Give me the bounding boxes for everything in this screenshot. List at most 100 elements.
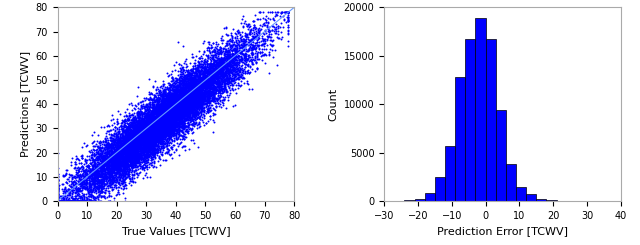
Point [163, 124, 173, 128]
Point [236, 56, 246, 60]
Point [129, 150, 140, 154]
Point [115, 138, 125, 142]
Point [147, 134, 157, 138]
Point [182, 110, 193, 114]
Point [102, 171, 113, 175]
Point [147, 131, 157, 135]
Point [170, 108, 180, 112]
Point [68, 184, 78, 187]
Point [177, 101, 188, 105]
Point [72, 179, 83, 183]
Point [145, 119, 156, 123]
Point [143, 130, 153, 134]
Point [140, 136, 150, 140]
Point [161, 117, 172, 121]
Point [120, 128, 131, 132]
Point [186, 95, 196, 99]
Point [63, 199, 73, 203]
Point [58, 199, 68, 203]
Point [161, 134, 171, 138]
Point [193, 82, 204, 86]
Point [94, 199, 104, 203]
Point [165, 107, 175, 111]
Point [120, 152, 130, 156]
Point [152, 138, 163, 142]
Point [62, 199, 72, 203]
Point [147, 148, 157, 152]
Point [94, 146, 104, 150]
Point [191, 113, 201, 117]
Point [132, 121, 142, 124]
Point [148, 118, 158, 122]
Point [203, 77, 213, 81]
Point [195, 111, 205, 115]
Point [177, 101, 188, 105]
Point [191, 71, 201, 75]
Point [189, 63, 200, 67]
Point [86, 194, 97, 197]
Point [142, 112, 152, 116]
Point [98, 163, 108, 167]
Point [132, 150, 142, 154]
Point [118, 162, 128, 166]
Point [136, 145, 147, 149]
Point [164, 109, 174, 113]
Point [97, 146, 108, 149]
Point [184, 100, 195, 104]
Point [147, 130, 157, 134]
Point [144, 128, 154, 132]
Point [219, 82, 229, 86]
Point [83, 163, 93, 167]
Point [136, 133, 146, 137]
Point [196, 64, 207, 68]
Point [125, 152, 135, 156]
Point [154, 104, 164, 108]
Point [115, 147, 125, 151]
Point [133, 152, 143, 156]
Point [186, 97, 196, 101]
Point [195, 100, 205, 104]
Point [57, 198, 67, 202]
Point [143, 97, 154, 101]
Point [142, 102, 152, 106]
Point [166, 130, 176, 134]
Point [186, 75, 196, 79]
Point [174, 104, 184, 108]
Point [125, 141, 136, 145]
Point [113, 149, 124, 153]
Point [160, 158, 170, 162]
Point [157, 120, 167, 124]
Point [142, 123, 152, 127]
Point [170, 120, 180, 124]
Point [76, 195, 86, 199]
Point [227, 78, 237, 82]
Point [196, 64, 207, 68]
Point [188, 114, 198, 118]
Point [150, 127, 161, 131]
Point [149, 107, 159, 110]
Point [104, 146, 114, 150]
Point [113, 148, 124, 152]
Point [76, 184, 86, 188]
Point [92, 168, 102, 172]
Point [182, 88, 193, 92]
Point [181, 82, 191, 86]
Point [145, 147, 156, 150]
Point [182, 124, 193, 128]
Point [151, 137, 161, 141]
Point [200, 80, 210, 84]
Point [136, 138, 146, 142]
Point [98, 179, 108, 183]
Point [68, 199, 79, 203]
Point [125, 137, 136, 141]
Point [166, 98, 176, 102]
Point [108, 155, 118, 159]
Point [154, 128, 164, 132]
Point [236, 50, 246, 54]
Point [125, 149, 135, 153]
Point [108, 163, 118, 167]
Point [227, 52, 237, 56]
Point [155, 106, 165, 110]
Point [168, 95, 179, 99]
Point [132, 129, 143, 133]
